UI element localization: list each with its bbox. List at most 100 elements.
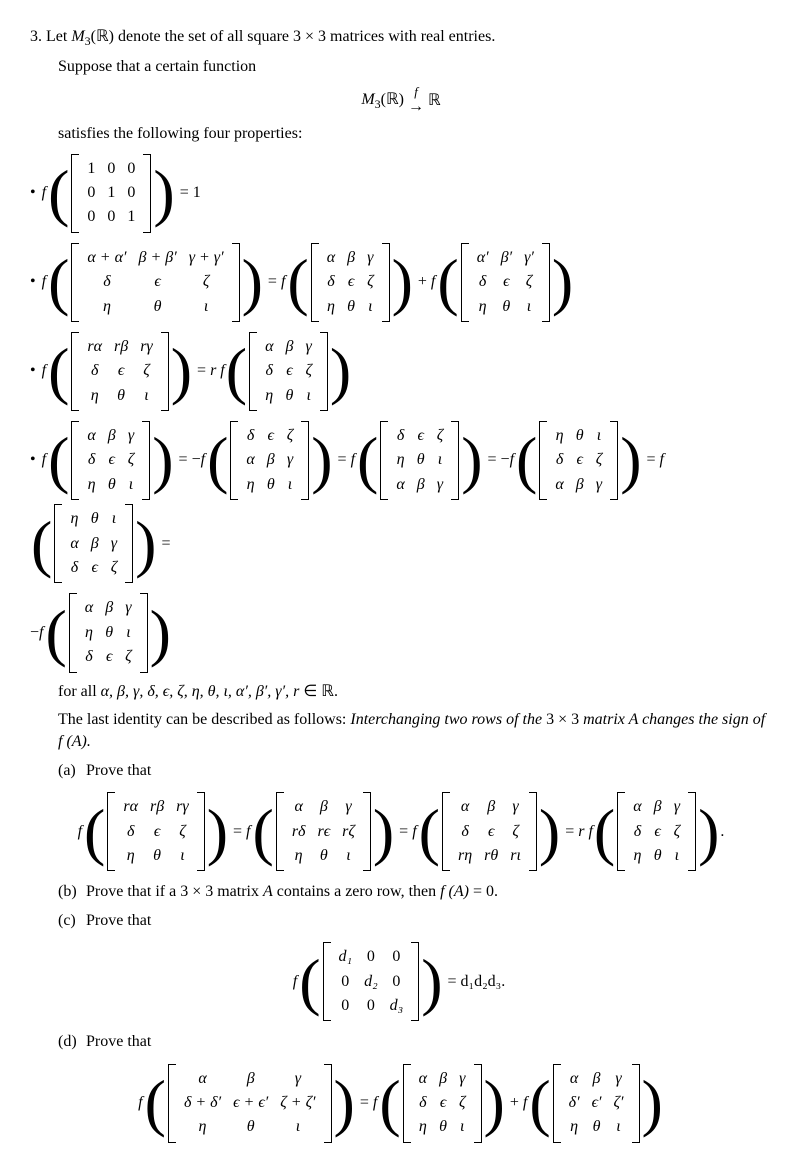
rf3: r f [210, 360, 225, 382]
plusd: + [510, 1092, 519, 1114]
part-d-head: (d) Prove that [58, 1031, 772, 1053]
bullet-3: • [30, 360, 36, 382]
p4m5: ( ηθι αβγ δϵζ ) [31, 504, 156, 583]
fd3: f [523, 1092, 527, 1114]
M2: M [361, 91, 374, 108]
plus2: + [418, 271, 427, 293]
intro-line-2: Suppose that a certain function [58, 56, 772, 78]
fAb: f (A) [440, 883, 469, 900]
fa1: f [78, 821, 82, 843]
function-signature: M3(ℝ) f → ℝ [30, 86, 772, 115]
f2b: f [281, 271, 285, 293]
p4m3: ( δϵζ ηθι αβγ ) [357, 421, 482, 500]
bullet-1: • [30, 182, 36, 204]
identity-matrix: ( 100 010 001 ) [48, 154, 175, 233]
part-c-head: (c) Prove that [58, 910, 772, 932]
f3: f [42, 360, 46, 382]
eqd1: = [360, 1092, 369, 1114]
crhs: = d₁d₂d₃. [448, 971, 506, 993]
fd2: f [373, 1092, 377, 1114]
dota: . [720, 821, 724, 843]
part-a-head: (a) Prove that [58, 760, 772, 782]
arrow: → [408, 99, 424, 115]
intro1b: denote the set of all square 3 × 3 matri… [114, 28, 495, 45]
prop2: • f ( α + α′β + β′γ + γ′ δϵζ ηθι ) = f (… [30, 241, 772, 324]
eq4d: = [647, 449, 656, 471]
rfa: r f [578, 821, 593, 843]
forall-b: ∈ ℝ. [299, 683, 338, 700]
eqa1: = [233, 821, 242, 843]
pbta: Prove that if a 3 × 3 matrix [86, 883, 263, 900]
f4c: f [351, 449, 355, 471]
p3m2: ( αβγ δϵζ ηθι ) [226, 332, 351, 411]
eq1: = 1 [180, 182, 201, 204]
part-a-text: Prove that [86, 762, 151, 779]
part-c-label: (c) [58, 910, 82, 932]
f1: f [42, 182, 46, 204]
Rsym: ℝ [428, 90, 441, 112]
p4m4: ( ηθι δϵζ αβγ ) [516, 421, 641, 500]
prop4: • f ( αβγ δϵζ ηθι ) = −f ( δϵζ αβγ ηθι )… [30, 419, 772, 585]
eq4e: = [161, 533, 170, 555]
minus4a: − [192, 449, 201, 471]
fa3: f [412, 821, 416, 843]
f4e: f [660, 449, 664, 471]
M: M [71, 28, 84, 45]
part-c-eq: f ( d₁00 0d₂0 00d₃ ) = d₁d₂d₃. [30, 940, 772, 1023]
p4m6: ( αβγ ηθι δϵζ ) [45, 593, 170, 672]
f4d: f [510, 449, 514, 471]
p2m1: ( α + α′β + β′γ + γ′ δϵζ ηθι ) [48, 243, 263, 322]
part-c-text: Prove that [86, 912, 151, 929]
f2c: f [431, 271, 435, 293]
intro-line-1: 3. Let M3(ℝ) denote the set of all squar… [30, 26, 772, 50]
last-desc: The last identity can be described as fo… [58, 709, 772, 754]
prop1: • f ( 100 010 001 ) = 1 [30, 152, 772, 235]
greek-list: α, β, γ, δ, ϵ, ζ, η, θ, ι, α′, β′, γ′, r [101, 683, 300, 700]
problem-number: 3. [30, 28, 42, 45]
ldb: Interchanging two rows of the [350, 711, 546, 728]
bullet-4: • [30, 449, 36, 471]
r2: (ℝ) [381, 91, 404, 108]
part-d-eq: f ( αβγ δ + δ′ϵ + ϵ′ζ + ζ′ ηθι ) = f ( α… [30, 1062, 772, 1145]
p4m2: ( δϵζ αβγ ηθι ) [207, 421, 332, 500]
pbtb: contains a zero row, then [273, 883, 440, 900]
eq4a: = [179, 449, 188, 471]
part-b: (b) Prove that if a 3 × 3 matrix A conta… [58, 881, 772, 903]
Ropen: (ℝ) [91, 28, 114, 45]
M3R: M3(ℝ) [71, 28, 114, 45]
part-a-label: (a) [58, 760, 82, 782]
p4m1: ( αβγ δϵζ ηθι ) [48, 421, 173, 500]
fc: f [293, 971, 297, 993]
part-b-label: (b) [58, 881, 82, 903]
forall-line: for all α, β, γ, δ, ϵ, ζ, η, θ, ι, α′, β… [58, 681, 772, 703]
eq4b: = [338, 449, 347, 471]
f2: f [42, 271, 46, 293]
ldc: 3 × 3 [546, 711, 579, 728]
Ab: A [263, 883, 273, 900]
part-a-eq: f ( rαrβrγ δϵζ ηθι ) = f ( αβγ rδrϵrζ ηθ… [30, 790, 772, 873]
bullet-2: • [30, 271, 36, 293]
eq3: = [197, 360, 206, 382]
intro1a: Let [46, 28, 71, 45]
f4f: f [39, 622, 43, 644]
forall-a: for all [58, 683, 101, 700]
satisfies: satisfies the following four properties: [58, 123, 772, 145]
minus4c: − [30, 622, 39, 644]
eqa2: = [399, 821, 408, 843]
part-d-text: Prove that [86, 1033, 151, 1050]
eq4c: = [488, 449, 497, 471]
minus4b: − [501, 449, 510, 471]
p2m2: ( αβγ δϵζ ηθι ) [287, 243, 412, 322]
f4a: f [42, 449, 46, 471]
eq2a: = [268, 271, 277, 293]
prop4-line2: −f ( αβγ ηθι δϵζ ) [30, 591, 772, 674]
fd1: f [138, 1092, 142, 1114]
p2m3: ( α′β′γ′ δϵζ ηθι ) [437, 243, 573, 322]
prop3: • f ( rαrβrγ δϵζ ηθι ) = r f ( αβγ δϵζ η… [30, 330, 772, 413]
f4b: f [201, 449, 205, 471]
eqa3: = [565, 821, 574, 843]
lda: The last identity can be described as fo… [58, 711, 350, 728]
pbtc: = 0. [469, 883, 498, 900]
part-d-label: (d) [58, 1031, 82, 1053]
p3m1: ( rαrβrγ δϵζ ηθι ) [48, 332, 192, 411]
